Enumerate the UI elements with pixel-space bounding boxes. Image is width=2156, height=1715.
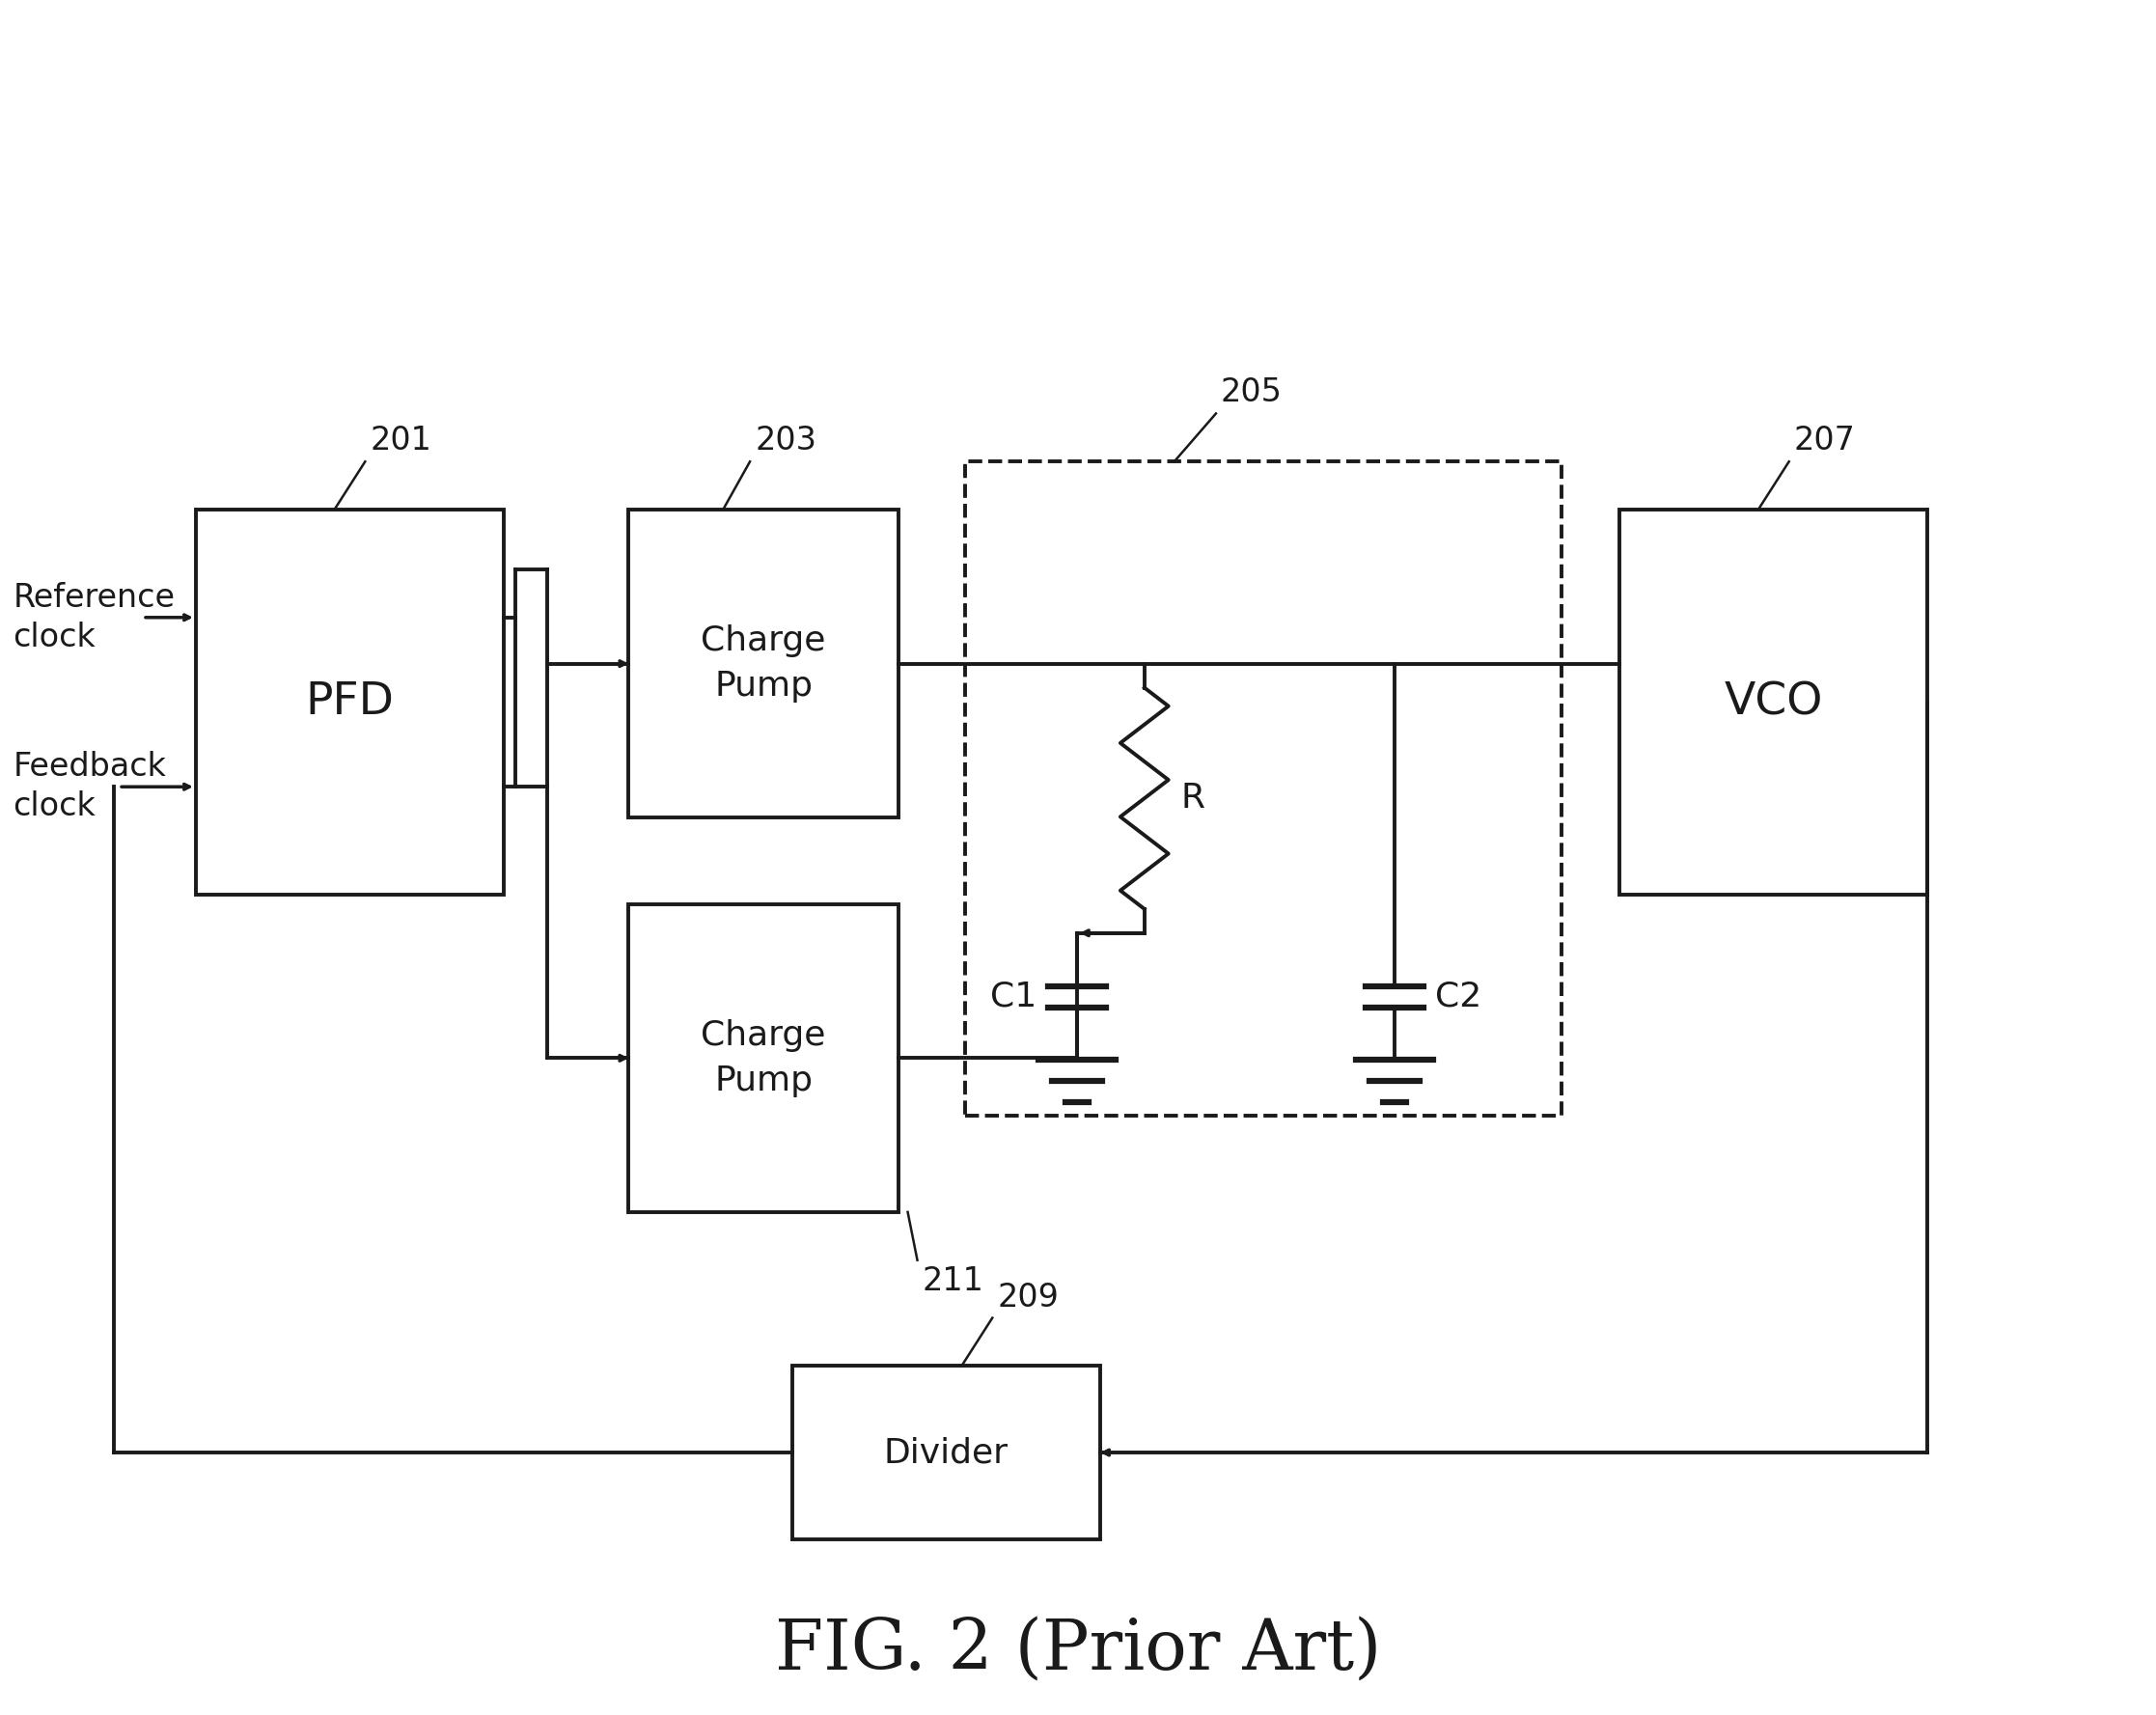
Text: 209: 209 xyxy=(998,1281,1059,1314)
Text: R: R xyxy=(1181,782,1205,815)
Text: Charge
Pump: Charge Pump xyxy=(701,624,826,703)
Text: C1: C1 xyxy=(990,979,1037,1014)
Text: 201: 201 xyxy=(371,425,431,456)
Text: 211: 211 xyxy=(923,1266,983,1297)
Text: FIG. 2 (Prior Art): FIG. 2 (Prior Art) xyxy=(774,1616,1382,1684)
Text: Feedback
clock: Feedback clock xyxy=(13,751,166,823)
Text: PFD: PFD xyxy=(306,681,395,724)
Text: Divider: Divider xyxy=(884,1435,1009,1470)
Bar xyxy=(966,461,1561,1116)
Text: Reference
clock: Reference clock xyxy=(13,581,175,653)
Bar xyxy=(630,509,899,818)
Text: 205: 205 xyxy=(1220,377,1283,408)
Text: 207: 207 xyxy=(1794,425,1856,456)
Bar xyxy=(791,1365,1100,1538)
Bar xyxy=(630,904,899,1213)
Text: VCO: VCO xyxy=(1725,681,1824,724)
Text: Charge
Pump: Charge Pump xyxy=(701,1019,826,1098)
Bar xyxy=(1619,509,1927,895)
Text: 203: 203 xyxy=(755,425,817,456)
Text: C2: C2 xyxy=(1436,979,1481,1014)
Bar xyxy=(196,509,505,895)
